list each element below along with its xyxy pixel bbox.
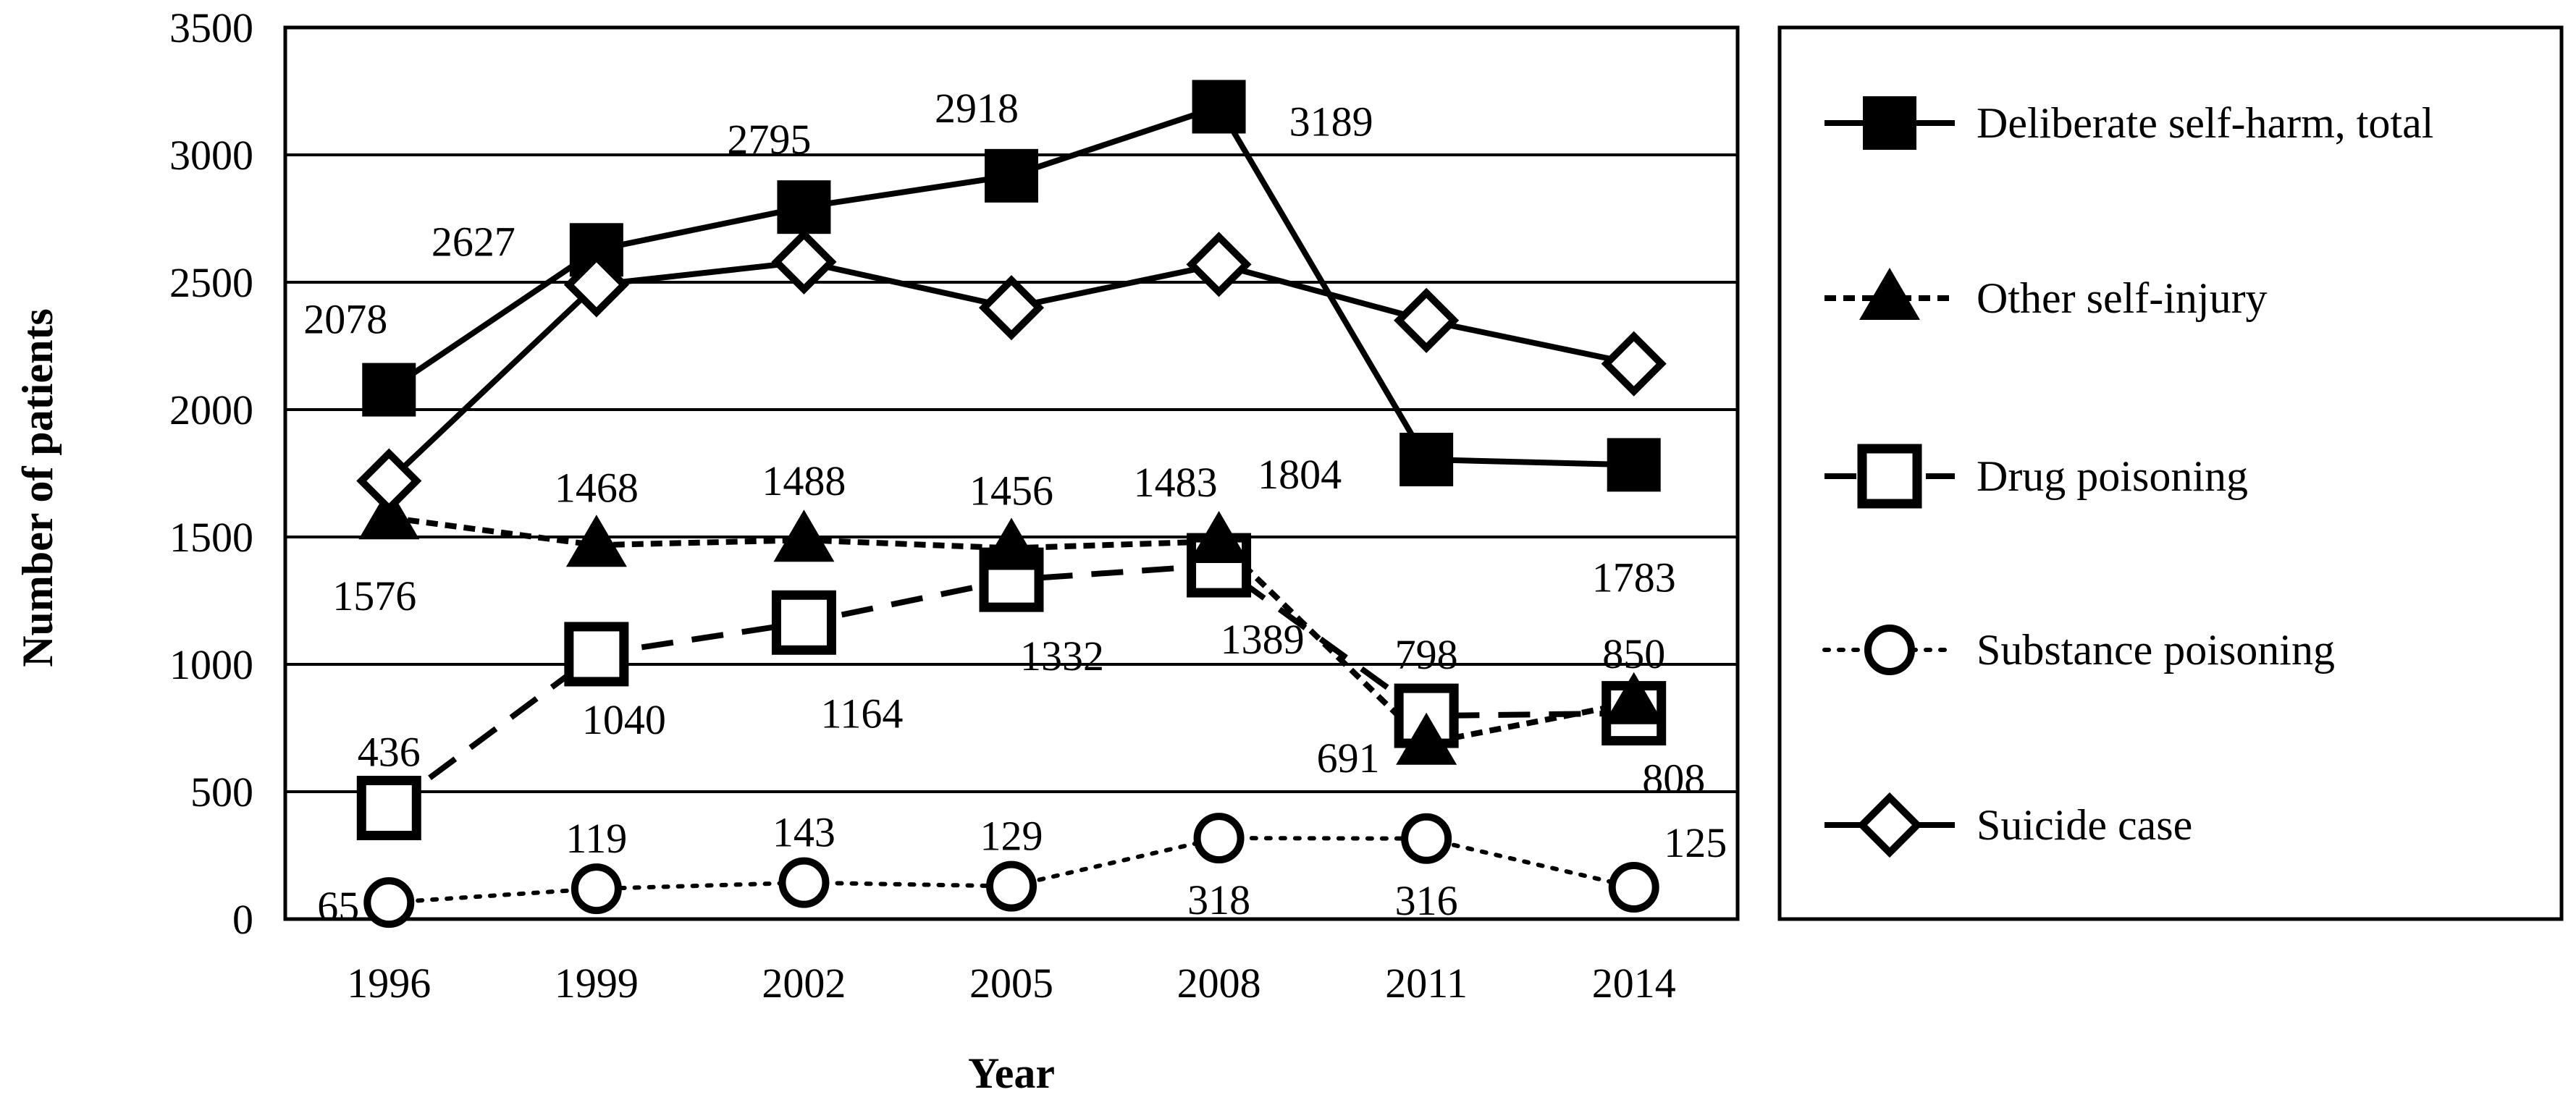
data-point xyxy=(1394,287,1460,353)
legend-item: Other self-injury xyxy=(1824,268,2268,322)
data-label: 1389 xyxy=(1221,616,1305,663)
y-axis-title: Number of patients xyxy=(14,308,62,667)
data-label: 318 xyxy=(1187,876,1250,923)
y-tick-label: 0 xyxy=(232,896,253,943)
data-label: 65 xyxy=(317,883,359,930)
y-tick-label: 1500 xyxy=(169,514,253,561)
data-label: 1456 xyxy=(969,467,1053,514)
data-point xyxy=(1192,80,1246,134)
data-point xyxy=(771,590,836,655)
legend-item: Deliberate self-harm, total xyxy=(1824,96,2433,150)
data-label: 129 xyxy=(980,813,1043,860)
data-point xyxy=(1608,862,1659,913)
data-point xyxy=(986,860,1037,912)
data-point xyxy=(981,517,1042,570)
data-point xyxy=(1603,672,1664,724)
data-label: 2627 xyxy=(432,218,515,265)
data-point xyxy=(978,275,1045,341)
legend-marker xyxy=(1859,268,1920,320)
data-point xyxy=(571,863,622,915)
legend-label: Suicide case xyxy=(1977,801,2192,849)
x-tick-label: 1999 xyxy=(555,960,639,1007)
legend-marker xyxy=(1856,792,1923,858)
legend-label: Drug poisoning xyxy=(1977,452,2248,500)
y-tick-label: 2500 xyxy=(169,259,253,306)
data-label: 3189 xyxy=(1289,98,1373,145)
data-point xyxy=(356,448,422,514)
x-tick-label: 2014 xyxy=(1592,960,1676,1007)
data-label: 1576 xyxy=(332,572,416,619)
data-label: 1804 xyxy=(1258,451,1342,498)
data-label: 143 xyxy=(773,809,835,856)
y-tick-label: 3500 xyxy=(169,4,253,51)
x-tick-label: 1996 xyxy=(347,960,431,1007)
data-point xyxy=(565,515,627,567)
data-point xyxy=(1399,432,1454,486)
x-tick-label: 2005 xyxy=(969,960,1053,1007)
x-tick-label: 2011 xyxy=(1385,960,1468,1007)
y-tick-label: 3000 xyxy=(169,132,253,179)
x-tick-label: 2002 xyxy=(762,960,846,1007)
data-label: 316 xyxy=(1395,877,1458,924)
data-label: 1783 xyxy=(1592,554,1676,601)
legend-item: Drug poisoning xyxy=(1824,444,2248,509)
data-label: 1483 xyxy=(1134,459,1218,506)
data-label: 808 xyxy=(1642,756,1705,803)
legend-label: Deliberate self-harm, total xyxy=(1977,99,2433,147)
data-label: 436 xyxy=(358,729,421,776)
data-label: 2918 xyxy=(935,85,1019,132)
data-point xyxy=(1186,232,1252,297)
data-label: 1488 xyxy=(762,457,846,504)
data-label: 691 xyxy=(1317,735,1380,782)
data-point xyxy=(985,148,1038,203)
legend-label: Substance poisoning xyxy=(1977,626,2335,674)
legend-label: Other self-injury xyxy=(1977,274,2268,322)
y-tick-label: 2000 xyxy=(169,386,253,433)
data-label: 1164 xyxy=(820,690,903,737)
data-label: 1468 xyxy=(555,464,639,511)
y-tick-label: 1000 xyxy=(169,641,253,688)
data-point xyxy=(1188,510,1250,563)
data-point xyxy=(771,229,837,295)
legend-item: Substance poisoning xyxy=(1822,625,2335,675)
x-tick-label: 2008 xyxy=(1177,960,1261,1007)
legend-item: Suicide case xyxy=(1824,792,2192,858)
data-label: 1332 xyxy=(1020,632,1104,680)
x-axis-title: Year xyxy=(968,1049,1055,1097)
data-label: 2795 xyxy=(727,116,811,163)
data-label: 798 xyxy=(1395,631,1458,678)
data-point xyxy=(362,363,416,417)
data-label: 1040 xyxy=(582,696,666,743)
data-label: 125 xyxy=(1664,819,1727,866)
data-point xyxy=(1396,712,1457,765)
data-point xyxy=(363,877,415,928)
y-tick-label: 500 xyxy=(190,769,253,816)
data-point xyxy=(564,622,629,687)
data-point xyxy=(778,857,830,908)
data-point xyxy=(777,180,831,234)
data-point xyxy=(356,776,421,841)
data-label: 850 xyxy=(1602,630,1665,677)
legend-marker xyxy=(1857,444,1922,509)
data-point xyxy=(1193,813,1245,864)
data-point xyxy=(563,252,629,318)
data-point xyxy=(773,509,835,562)
legend: Deliberate self-harm, total Other self-in… xyxy=(1777,25,2564,921)
data-point xyxy=(1401,813,1452,864)
legend-marker xyxy=(1863,96,1916,150)
data-point xyxy=(1607,438,1661,492)
plot-frame xyxy=(283,25,1740,921)
plot-area: 0 500 1000 1500 2000 2500 3000 3500 1996 1999 2002… xyxy=(169,4,1740,1007)
data-label: 2078 xyxy=(303,296,387,343)
data-label: 119 xyxy=(565,815,627,862)
legend-marker xyxy=(1864,625,1915,675)
data-point xyxy=(1601,331,1667,397)
